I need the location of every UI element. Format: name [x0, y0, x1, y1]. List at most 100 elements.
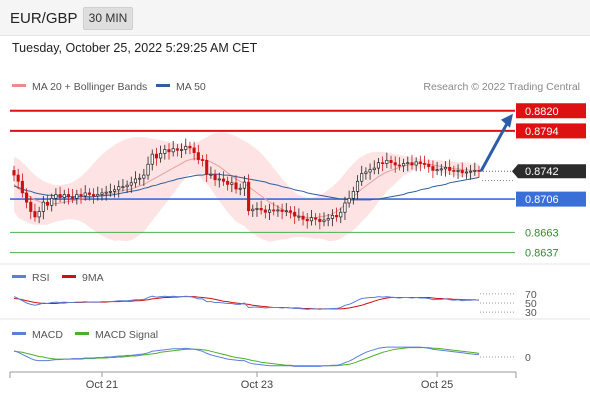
- candle-body: [230, 182, 234, 185]
- candle-body: [180, 149, 184, 151]
- candle-body: [217, 178, 221, 181]
- macd-tick-0: 0: [525, 352, 531, 364]
- macd-legend-label-1: MACD Signal: [95, 329, 158, 341]
- candle-body: [276, 209, 280, 212]
- candle-body: [79, 194, 83, 197]
- candle-body: [326, 218, 330, 221]
- candle-body: [318, 218, 322, 222]
- candle-body: [410, 162, 414, 166]
- x-tick-label: Oct 23: [241, 379, 273, 391]
- candle-body: [92, 194, 96, 197]
- x-tick-label: Oct 21: [86, 379, 118, 391]
- candle-body: [188, 146, 192, 149]
- candle-body: [460, 170, 464, 174]
- candle-body: [355, 180, 360, 192]
- symbol-title: EUR/GBP: [10, 10, 78, 27]
- macd-legend-swatch-1: [75, 332, 89, 335]
- candle-body: [397, 164, 401, 167]
- macd-signal-line: [13, 347, 480, 367]
- rsi-tick-50: 50: [525, 298, 537, 310]
- x-tick-label: Oct 25: [421, 379, 453, 391]
- candle-body: [25, 192, 29, 203]
- candle-body: [226, 180, 230, 185]
- level-label-0-8742: 0.8742: [525, 166, 559, 178]
- candle-body: [406, 162, 410, 165]
- level-label-0-8820: 0.8820: [525, 106, 559, 118]
- candle-body: [192, 147, 196, 153]
- candle-body: [443, 166, 448, 170]
- candle-body: [205, 160, 209, 175]
- candle-body: [335, 215, 339, 218]
- rsi-tick-70: 70: [525, 289, 537, 301]
- candle-body: [381, 162, 385, 165]
- candle-body: [293, 211, 297, 217]
- candle-body: [272, 209, 276, 212]
- level-label-0-8820-box: [516, 103, 586, 119]
- candle-body: [372, 167, 376, 171]
- candle-body: [376, 162, 381, 169]
- candle-body: [66, 194, 71, 198]
- level-label-0-8637: 0.8637: [525, 248, 559, 260]
- level-label-0-8706: 0.8706: [525, 194, 559, 206]
- watermark: Research © 2022 Trading Central: [423, 81, 580, 93]
- candle-body: [29, 201, 33, 212]
- candle-body: [263, 209, 267, 213]
- rsi-legend-label-1: 9MA: [82, 272, 104, 284]
- legend-label-1: MA 50: [176, 81, 206, 93]
- rsi-legend-label-0: RSI: [32, 272, 50, 284]
- candle-body: [133, 178, 138, 184]
- candle-body: [464, 171, 468, 174]
- candle-body: [297, 215, 301, 218]
- candle-body: [159, 153, 163, 159]
- candle-body: [238, 187, 242, 190]
- candle-body: [418, 161, 422, 164]
- candle-body: [75, 194, 79, 199]
- chart-datetime: Tuesday, October 25, 2022 5:29:25 AM CET: [12, 41, 258, 55]
- candle-body: [422, 163, 427, 165]
- candle-body: [247, 181, 251, 212]
- timeframe-button[interactable]: 30 MIN: [83, 7, 133, 30]
- candle-body: [83, 192, 87, 197]
- projection-arrow: [479, 121, 510, 172]
- header-bar: EUR/GBP 30 MIN: [0, 0, 590, 36]
- candle-body: [154, 153, 158, 159]
- candle-body: [305, 218, 309, 222]
- bollinger-band: [14, 132, 479, 242]
- candle-body: [167, 149, 171, 153]
- candle-body: [385, 160, 389, 164]
- candle-body: [33, 211, 37, 218]
- candle-body: [456, 170, 460, 172]
- ma50-line: [13, 173, 480, 201]
- candle-body: [108, 191, 112, 193]
- candle-body: [45, 201, 50, 206]
- candle-body: [12, 170, 16, 176]
- candle-body: [402, 163, 406, 167]
- candle-body: [58, 194, 62, 198]
- candle-body: [469, 170, 473, 173]
- rsi-9ma-line: [13, 296, 480, 310]
- legend-label-0: MA 20 + Bollinger Bands: [32, 81, 147, 93]
- legend-swatch-0: [12, 84, 26, 87]
- level-label-0-8706-box: [516, 191, 586, 207]
- macd-legend-swatch-0: [12, 332, 26, 335]
- level-label-0-8794: 0.8794: [525, 126, 559, 138]
- candle-body: [175, 148, 179, 151]
- candle-body: [251, 208, 255, 212]
- level-label-0-8742-box: [512, 164, 586, 179]
- candle-body: [301, 215, 305, 220]
- candle-body: [267, 209, 272, 213]
- legend-swatch-1: [156, 84, 170, 87]
- candle-body: [364, 171, 368, 174]
- candle-body: [100, 192, 104, 195]
- candle-body: [213, 173, 217, 181]
- candle-body: [96, 194, 100, 197]
- candle-body: [104, 191, 108, 194]
- candle-body: [255, 208, 259, 210]
- macd-legend-label-0: MACD: [32, 329, 63, 341]
- rsi-legend-swatch-1: [62, 275, 76, 278]
- candle-body: [368, 169, 372, 173]
- candle-body: [259, 208, 263, 211]
- candle-body: [393, 162, 397, 166]
- candle-body: [314, 217, 318, 220]
